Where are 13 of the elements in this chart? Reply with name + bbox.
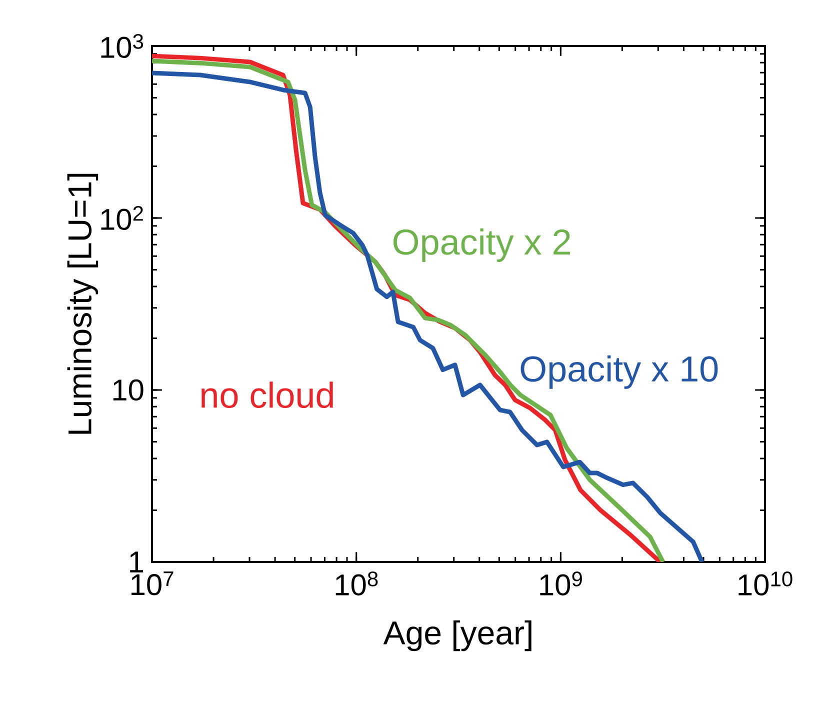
x-tick-label: 10$^{9}$ [540, 572, 582, 596]
x-tick-label: 10$^{7}$ [132, 572, 174, 596]
y-tick-label: 10$^{3}$ [101, 34, 144, 58]
series-label: Opacity x 2 [393, 228, 570, 262]
x-tick-label: 10$^{10}$ [738, 572, 792, 596]
y-tick-label: 10$^{2}$ [101, 206, 143, 230]
x-axis-title: Age [year] [383, 620, 532, 652]
x-tick-label: 10$^{8}$ [336, 572, 378, 596]
y-axis-title: Luminosity [LU=1] [67, 174, 98, 434]
y-tick-label: 1 [130, 552, 144, 572]
series-label: Opacity x 10 [520, 355, 718, 389]
text: no cloud [202, 382, 333, 408]
y-tick-label: 10 [113, 379, 144, 401]
